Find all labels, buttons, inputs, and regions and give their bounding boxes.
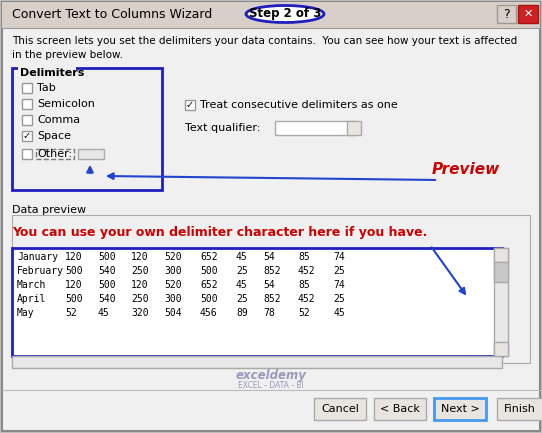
Text: Next >: Next > <box>441 404 479 414</box>
Bar <box>36 149 74 159</box>
FancyBboxPatch shape <box>494 342 508 356</box>
Text: Cancel: Cancel <box>321 404 359 414</box>
Text: ▼: ▼ <box>498 346 504 352</box>
Text: 250: 250 <box>131 266 149 276</box>
FancyBboxPatch shape <box>497 5 516 23</box>
Text: 52: 52 <box>298 308 309 318</box>
Text: 45: 45 <box>236 252 248 262</box>
Text: Tab: Tab <box>37 83 56 93</box>
FancyBboxPatch shape <box>12 215 530 225</box>
Text: Convert Text to Columns Wizard: Convert Text to Columns Wizard <box>12 7 212 20</box>
FancyBboxPatch shape <box>374 398 426 420</box>
Text: This screen lets you set the delimiters your data contains.  You can see how you: This screen lets you set the delimiters … <box>12 36 517 46</box>
Text: 54: 54 <box>263 280 275 290</box>
Text: 500: 500 <box>200 294 218 304</box>
FancyBboxPatch shape <box>22 83 32 93</box>
Text: 74: 74 <box>333 280 345 290</box>
FancyBboxPatch shape <box>314 398 366 420</box>
Text: 500: 500 <box>65 294 82 304</box>
Text: 504: 504 <box>164 308 182 318</box>
FancyBboxPatch shape <box>497 398 542 420</box>
Text: 852: 852 <box>263 294 281 304</box>
Ellipse shape <box>246 6 324 23</box>
Text: 54: 54 <box>263 252 275 262</box>
Text: 300: 300 <box>164 294 182 304</box>
Text: 452: 452 <box>298 266 315 276</box>
Text: 652: 652 <box>200 252 218 262</box>
FancyBboxPatch shape <box>12 248 502 356</box>
Text: ✓: ✓ <box>23 131 31 141</box>
FancyBboxPatch shape <box>22 149 32 159</box>
Text: 85: 85 <box>298 280 309 290</box>
Text: 520: 520 <box>164 280 182 290</box>
Text: May: May <box>17 308 35 318</box>
Text: in the preview below.: in the preview below. <box>12 50 123 60</box>
Text: March: March <box>17 280 47 290</box>
Text: Semicolon: Semicolon <box>37 99 95 109</box>
Text: 25: 25 <box>236 266 248 276</box>
Text: 85: 85 <box>298 252 309 262</box>
Text: 852: 852 <box>263 266 281 276</box>
FancyBboxPatch shape <box>22 99 32 109</box>
FancyBboxPatch shape <box>518 5 538 23</box>
FancyBboxPatch shape <box>347 121 361 135</box>
Text: ►: ► <box>493 359 499 365</box>
Text: 500: 500 <box>98 280 115 290</box>
Text: Delimiters: Delimiters <box>20 68 85 78</box>
Text: Space: Space <box>37 131 71 141</box>
Text: ✓: ✓ <box>186 100 194 110</box>
FancyBboxPatch shape <box>185 100 195 110</box>
Text: Text qualifier:: Text qualifier: <box>185 123 260 133</box>
FancyBboxPatch shape <box>78 149 104 159</box>
Text: 300: 300 <box>164 266 182 276</box>
Text: 120: 120 <box>131 280 149 290</box>
Text: Comma: Comma <box>37 115 80 125</box>
Text: 74: 74 <box>333 252 345 262</box>
FancyBboxPatch shape <box>494 262 508 282</box>
Text: Step 2 of 3: Step 2 of 3 <box>249 7 321 20</box>
Text: 652: 652 <box>200 280 218 290</box>
Text: April: April <box>17 294 47 304</box>
FancyBboxPatch shape <box>12 215 530 363</box>
Text: ?: ? <box>502 7 509 20</box>
Text: ▼: ▼ <box>351 123 357 132</box>
Text: Data preview: Data preview <box>12 205 86 215</box>
Text: 25: 25 <box>236 294 248 304</box>
Text: You can use your own delimiter character here if you have.: You can use your own delimiter character… <box>12 226 428 239</box>
FancyBboxPatch shape <box>22 115 32 125</box>
Text: January: January <box>17 252 58 262</box>
Text: 45: 45 <box>98 308 109 318</box>
Text: 120: 120 <box>131 252 149 262</box>
FancyBboxPatch shape <box>2 2 540 28</box>
Text: 500: 500 <box>200 266 218 276</box>
Text: 520: 520 <box>164 252 182 262</box>
Text: ▲: ▲ <box>498 252 504 258</box>
Text: Preview: Preview <box>432 162 500 178</box>
Text: Other:: Other: <box>37 149 72 159</box>
Text: 452: 452 <box>298 294 315 304</box>
Text: Treat consecutive delimiters as one: Treat consecutive delimiters as one <box>200 100 398 110</box>
Text: 120: 120 <box>65 280 82 290</box>
FancyBboxPatch shape <box>22 131 32 141</box>
FancyBboxPatch shape <box>12 356 502 368</box>
Text: 500: 500 <box>65 266 82 276</box>
Text: 89: 89 <box>236 308 248 318</box>
Text: exceldemy: exceldemy <box>236 368 306 381</box>
Text: February: February <box>17 266 64 276</box>
Text: Finish: Finish <box>504 404 536 414</box>
FancyBboxPatch shape <box>434 398 486 420</box>
Text: ✕: ✕ <box>524 9 533 19</box>
FancyBboxPatch shape <box>494 248 508 262</box>
Text: 320: 320 <box>131 308 149 318</box>
FancyBboxPatch shape <box>275 121 355 135</box>
Text: 500: 500 <box>98 252 115 262</box>
Text: 25: 25 <box>333 294 345 304</box>
Text: 540: 540 <box>98 266 115 276</box>
Text: ': ' <box>278 123 281 133</box>
Text: 45: 45 <box>333 308 345 318</box>
Text: EXCEL - DATA - BI: EXCEL - DATA - BI <box>238 381 304 390</box>
Text: 25: 25 <box>333 266 345 276</box>
FancyBboxPatch shape <box>18 67 76 79</box>
Text: 120: 120 <box>65 252 82 262</box>
